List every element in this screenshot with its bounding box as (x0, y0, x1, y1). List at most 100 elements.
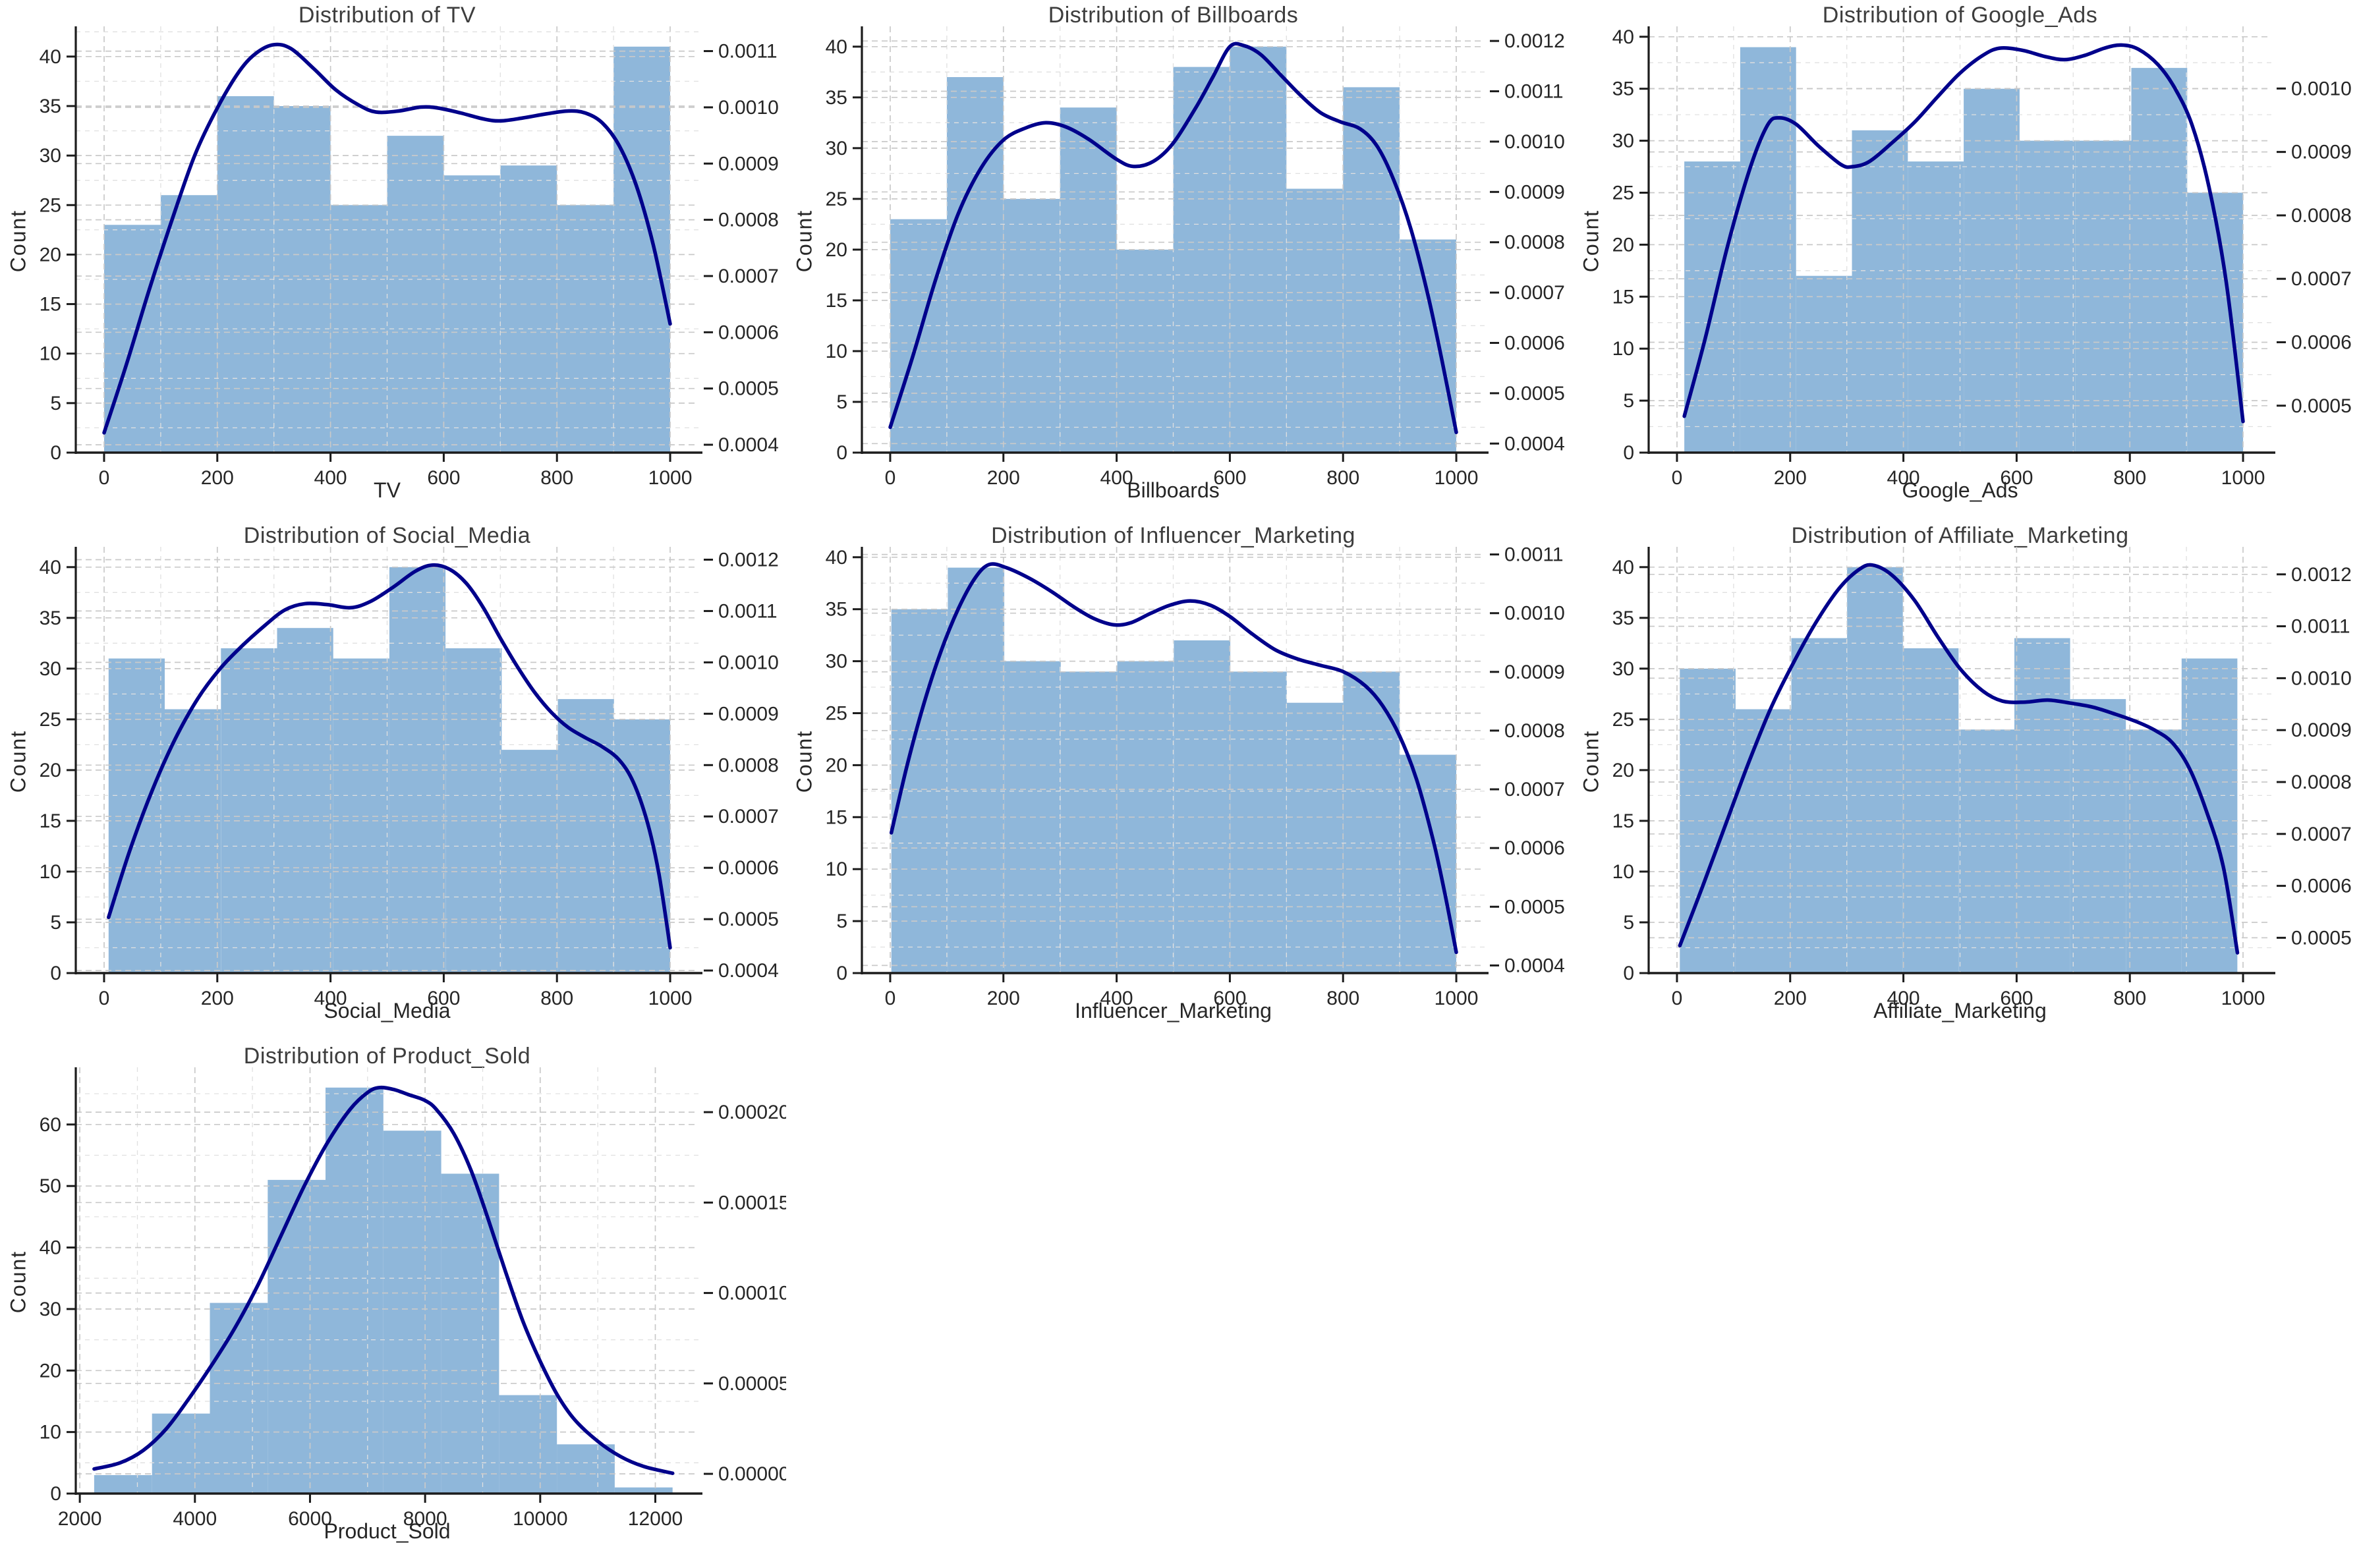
svg-text:10: 10 (826, 341, 847, 362)
chart-title: Distribution of Affiliate_Marketing (1791, 523, 2129, 548)
svg-text:12000: 12000 (628, 1508, 683, 1530)
svg-text:0.0004: 0.0004 (718, 434, 779, 456)
svg-text:200: 200 (987, 467, 1020, 489)
svg-text:15: 15 (1612, 810, 1634, 832)
svg-text:35: 35 (1612, 607, 1634, 629)
svg-text:0: 0 (1623, 963, 1634, 984)
svg-text:15: 15 (1612, 286, 1634, 308)
svg-text:0.0005: 0.0005 (2291, 927, 2352, 949)
svg-text:5: 5 (50, 393, 61, 414)
x-axis-label: TV (374, 478, 401, 502)
svg-text:15: 15 (826, 806, 847, 828)
svg-text:10: 10 (40, 343, 61, 365)
svg-text:0.0006: 0.0006 (2291, 331, 2352, 353)
svg-text:5: 5 (1623, 390, 1634, 412)
svg-text:0.00015: 0.00015 (718, 1192, 786, 1214)
svg-text:0.0009: 0.0009 (2291, 142, 2352, 163)
svg-text:400: 400 (1887, 988, 1920, 1009)
svg-text:40: 40 (1612, 26, 1634, 48)
svg-text:800: 800 (2113, 988, 2146, 1009)
svg-text:35: 35 (40, 96, 61, 117)
svg-text:20: 20 (826, 239, 847, 261)
svg-text:10: 10 (1612, 338, 1634, 360)
svg-text:5: 5 (836, 910, 847, 932)
svg-text:800: 800 (1326, 988, 1359, 1009)
svg-text:0.0005: 0.0005 (718, 378, 779, 400)
svg-text:10: 10 (1612, 861, 1634, 883)
svg-text:0.0009: 0.0009 (718, 703, 779, 725)
chart-title: Distribution of Influencer_Marketing (991, 523, 1355, 548)
svg-text:0.0009: 0.0009 (2291, 719, 2352, 741)
svg-text:5: 5 (836, 391, 847, 413)
svg-text:400: 400 (1100, 988, 1133, 1009)
svg-text:20: 20 (1612, 760, 1634, 781)
svg-text:0.0006: 0.0006 (718, 857, 779, 879)
svg-text:1000: 1000 (648, 467, 693, 489)
svg-text:0.0007: 0.0007 (1504, 282, 1565, 304)
svg-text:25: 25 (1612, 182, 1634, 204)
svg-text:200: 200 (987, 988, 1020, 1009)
chart-affiliate-marketing: Distribution of Affiliate_Marketing Coun… (1573, 520, 2359, 1041)
svg-text:0.0008: 0.0008 (2291, 205, 2352, 227)
svg-text:20: 20 (1612, 234, 1634, 256)
svg-text:0: 0 (50, 963, 61, 984)
svg-text:0.0005: 0.0005 (2291, 395, 2352, 417)
svg-text:0.00010: 0.00010 (718, 1283, 786, 1304)
svg-text:0: 0 (1672, 467, 1683, 489)
svg-text:0.0010: 0.0010 (1504, 131, 1565, 153)
svg-text:0.0007: 0.0007 (718, 806, 779, 827)
svg-text:40: 40 (1612, 557, 1634, 578)
chart-influencer-marketing: Distribution of Influencer_Marketing Cou… (786, 520, 1572, 1041)
svg-text:5: 5 (1623, 912, 1634, 934)
svg-text:25: 25 (826, 702, 847, 724)
svg-text:0: 0 (1672, 988, 1683, 1009)
svg-text:30: 30 (40, 145, 61, 167)
chart-title: Distribution of Billboards (1048, 3, 1299, 28)
svg-text:800: 800 (1326, 467, 1359, 489)
chart-google-ads: Distribution of Google_Ads Count Google_… (1573, 0, 2359, 520)
svg-text:30: 30 (40, 658, 61, 680)
svg-text:0.0007: 0.0007 (2291, 824, 2352, 845)
svg-text:0: 0 (885, 467, 896, 489)
svg-text:0.0010: 0.0010 (718, 652, 779, 673)
svg-text:0.0008: 0.0008 (718, 754, 779, 776)
x-axis-label: Influencer_Marketing (1075, 999, 1272, 1022)
svg-text:400: 400 (314, 467, 347, 489)
svg-text:0.0012: 0.0012 (1504, 30, 1565, 52)
svg-text:0.00000: 0.00000 (718, 1463, 786, 1485)
svg-text:0.0008: 0.0008 (1504, 232, 1565, 254)
svg-text:35: 35 (1612, 78, 1634, 100)
svg-text:35: 35 (40, 607, 61, 629)
svg-text:600: 600 (2000, 988, 2033, 1009)
svg-text:1000: 1000 (2221, 988, 2265, 1009)
chart-social-media: Distribution of Social_Media Count Socia… (0, 520, 786, 1041)
chart-title: Distribution of Social_Media (243, 523, 531, 548)
svg-text:0.0007: 0.0007 (1504, 779, 1565, 800)
svg-text:400: 400 (314, 988, 347, 1009)
x-axis-label: Product_Sold (324, 1519, 451, 1543)
svg-text:1000: 1000 (648, 988, 693, 1009)
svg-text:600: 600 (1213, 988, 1246, 1009)
x-axis-label: Google_Ads (1902, 478, 2018, 502)
svg-text:800: 800 (2113, 467, 2146, 489)
svg-text:8000: 8000 (403, 1508, 447, 1530)
svg-text:5: 5 (50, 912, 61, 934)
chart-title: Distribution of Google_Ads (1822, 3, 2098, 28)
svg-text:0: 0 (836, 442, 847, 464)
svg-text:60: 60 (40, 1114, 61, 1136)
svg-text:25: 25 (1612, 709, 1634, 731)
x-axis-label: Social_Media (324, 999, 451, 1022)
svg-text:30: 30 (40, 1299, 61, 1320)
svg-text:10000: 10000 (513, 1508, 567, 1530)
svg-text:0.0009: 0.0009 (1504, 181, 1565, 203)
svg-text:0.0008: 0.0008 (1504, 720, 1565, 742)
svg-text:600: 600 (2000, 467, 2033, 489)
svg-text:0.0008: 0.0008 (718, 210, 779, 231)
svg-text:30: 30 (826, 651, 847, 673)
svg-text:40: 40 (826, 36, 847, 58)
svg-text:0: 0 (99, 467, 110, 489)
svg-text:0.0011: 0.0011 (718, 600, 778, 622)
svg-text:20: 20 (40, 244, 61, 266)
svg-text:40: 40 (40, 557, 61, 578)
svg-text:0.0010: 0.0010 (2291, 667, 2352, 689)
